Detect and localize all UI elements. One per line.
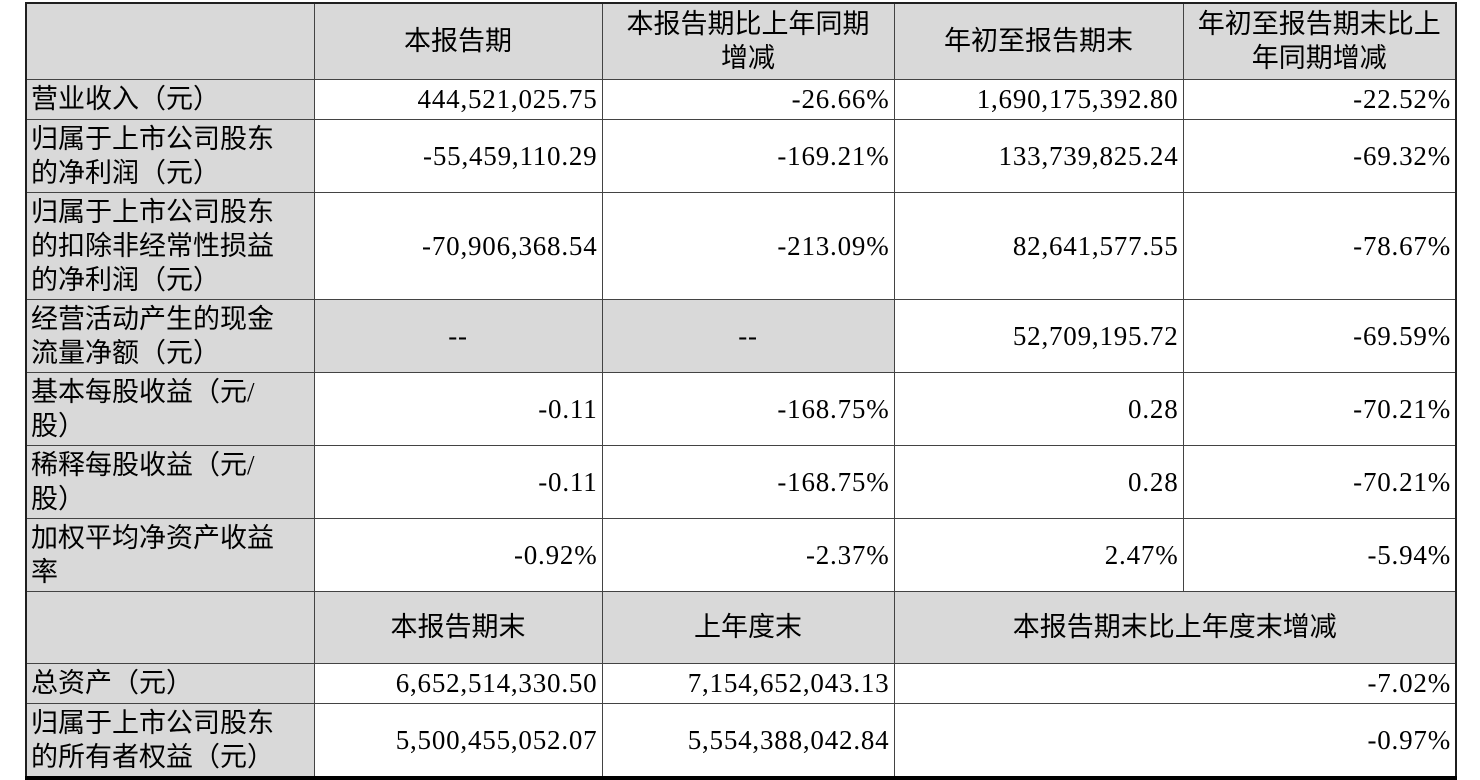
- row-operating-cash-flow: 经营活动产生的现金 流量净额（元） -- -- 52,709,195.72 -6…: [25, 298, 1457, 373]
- row-equity-attributable: 归属于上市公司股东 的所有者权益（元） 5,500,455,052.07 5,5…: [25, 702, 1457, 778]
- value-current-period-na: --: [313, 298, 603, 373]
- value-end-of-period: 5,500,455,052.07: [313, 702, 603, 778]
- row-net-profit-attributable: 归属于上市公司股东 的净利润（元） -55,459,110.29 -169.21…: [25, 118, 1457, 193]
- value-current-period: -0.11: [313, 371, 603, 446]
- row-net-profit-excl-nonrecurring: 归属于上市公司股东 的扣除非经常性损益 的净利润（元） -70,906,368.…: [25, 191, 1457, 300]
- row-label: 归属于上市公司股东 的净利润（元）: [25, 118, 315, 193]
- financial-summary-table: 本报告期 本报告期比上年同期 增减 年初至报告期末 年初至报告期末比上 年同期增…: [25, 2, 1457, 780]
- value-end-of-prior-year: 7,154,652,043.13: [601, 662, 895, 704]
- value-yoy-change: -26.66%: [601, 78, 895, 120]
- value-ytd-yoy-change: -22.52%: [1182, 78, 1457, 120]
- value-current-period: -70,906,368.54: [313, 191, 603, 300]
- row-label: 加权平均净资产收益 率: [25, 517, 315, 592]
- value-change-vs-prior-year-end: -0.97%: [893, 702, 1457, 778]
- value-yoy-change: -2.37%: [601, 517, 895, 592]
- value-ytd: 0.28: [893, 444, 1184, 519]
- row-label: 经营活动产生的现金 流量净额（元）: [25, 298, 315, 373]
- header-end-of-prior-year: 上年度末: [601, 590, 895, 664]
- row-basic-eps: 基本每股收益（元/ 股） -0.11 -168.75% 0.28 -70.21%: [25, 371, 1457, 446]
- value-ytd-yoy-change: -69.59%: [1182, 298, 1457, 373]
- row-label: 营业收入（元）: [25, 78, 315, 120]
- value-ytd: 133,739,825.24: [893, 118, 1184, 193]
- value-ytd: 1,690,175,392.80: [893, 78, 1184, 120]
- section1-header-row: 本报告期 本报告期比上年同期 增减 年初至报告期末 年初至报告期末比上 年同期增…: [25, 2, 1457, 80]
- row-label: 稀释每股收益（元/ 股）: [25, 444, 315, 519]
- value-end-of-prior-year: 5,554,388,042.84: [601, 702, 895, 778]
- value-ytd: 0.28: [893, 371, 1184, 446]
- header-end-of-period: 本报告期末: [313, 590, 603, 664]
- header-current-period: 本报告期: [313, 2, 603, 80]
- section2-header-row: 本报告期末 上年度末 本报告期末比上年度末增减: [25, 590, 1457, 664]
- value-change-vs-prior-year-end: -7.02%: [893, 662, 1457, 704]
- header-change-vs-prior-year-end: 本报告期末比上年度末增减: [893, 590, 1457, 664]
- value-current-period: 444,521,025.75: [313, 78, 603, 120]
- row-label: 归属于上市公司股东 的扣除非经常性损益 的净利润（元）: [25, 191, 315, 300]
- row-label: 基本每股收益（元/ 股）: [25, 371, 315, 446]
- row-label: 归属于上市公司股东 的所有者权益（元）: [25, 702, 315, 778]
- row-operating-revenue: 营业收入（元） 444,521,025.75 -26.66% 1,690,175…: [25, 78, 1457, 120]
- header-ytd: 年初至报告期末: [893, 2, 1184, 80]
- value-ytd: 2.47%: [893, 517, 1184, 592]
- value-ytd-yoy-change: -70.21%: [1182, 371, 1457, 446]
- value-yoy-change: -168.75%: [601, 444, 895, 519]
- header-yoy-change: 本报告期比上年同期 增减: [601, 2, 895, 80]
- value-yoy-change: -213.09%: [601, 191, 895, 300]
- row-label: 总资产（元）: [25, 662, 315, 704]
- row-weighted-avg-roe: 加权平均净资产收益 率 -0.92% -2.37% 2.47% -5.94%: [25, 517, 1457, 592]
- value-current-period: -0.92%: [313, 517, 603, 592]
- value-end-of-period: 6,652,514,330.50: [313, 662, 603, 704]
- value-yoy-change-na: --: [601, 298, 895, 373]
- section1-corner-cell: [25, 2, 315, 80]
- value-ytd: 82,641,577.55: [893, 191, 1184, 300]
- value-ytd-yoy-change: -5.94%: [1182, 517, 1457, 592]
- value-current-period: -0.11: [313, 444, 603, 519]
- header-ytd-yoy-change: 年初至报告期末比上 年同期增减: [1182, 2, 1457, 80]
- value-current-period: -55,459,110.29: [313, 118, 603, 193]
- section2-corner-cell: [25, 590, 315, 664]
- value-yoy-change: -168.75%: [601, 371, 895, 446]
- value-ytd: 52,709,195.72: [893, 298, 1184, 373]
- value-ytd-yoy-change: -78.67%: [1182, 191, 1457, 300]
- row-total-assets: 总资产（元） 6,652,514,330.50 7,154,652,043.13…: [25, 662, 1457, 704]
- row-diluted-eps: 稀释每股收益（元/ 股） -0.11 -168.75% 0.28 -70.21%: [25, 444, 1457, 519]
- value-yoy-change: -169.21%: [601, 118, 895, 193]
- value-ytd-yoy-change: -69.32%: [1182, 118, 1457, 193]
- value-ytd-yoy-change: -70.21%: [1182, 444, 1457, 519]
